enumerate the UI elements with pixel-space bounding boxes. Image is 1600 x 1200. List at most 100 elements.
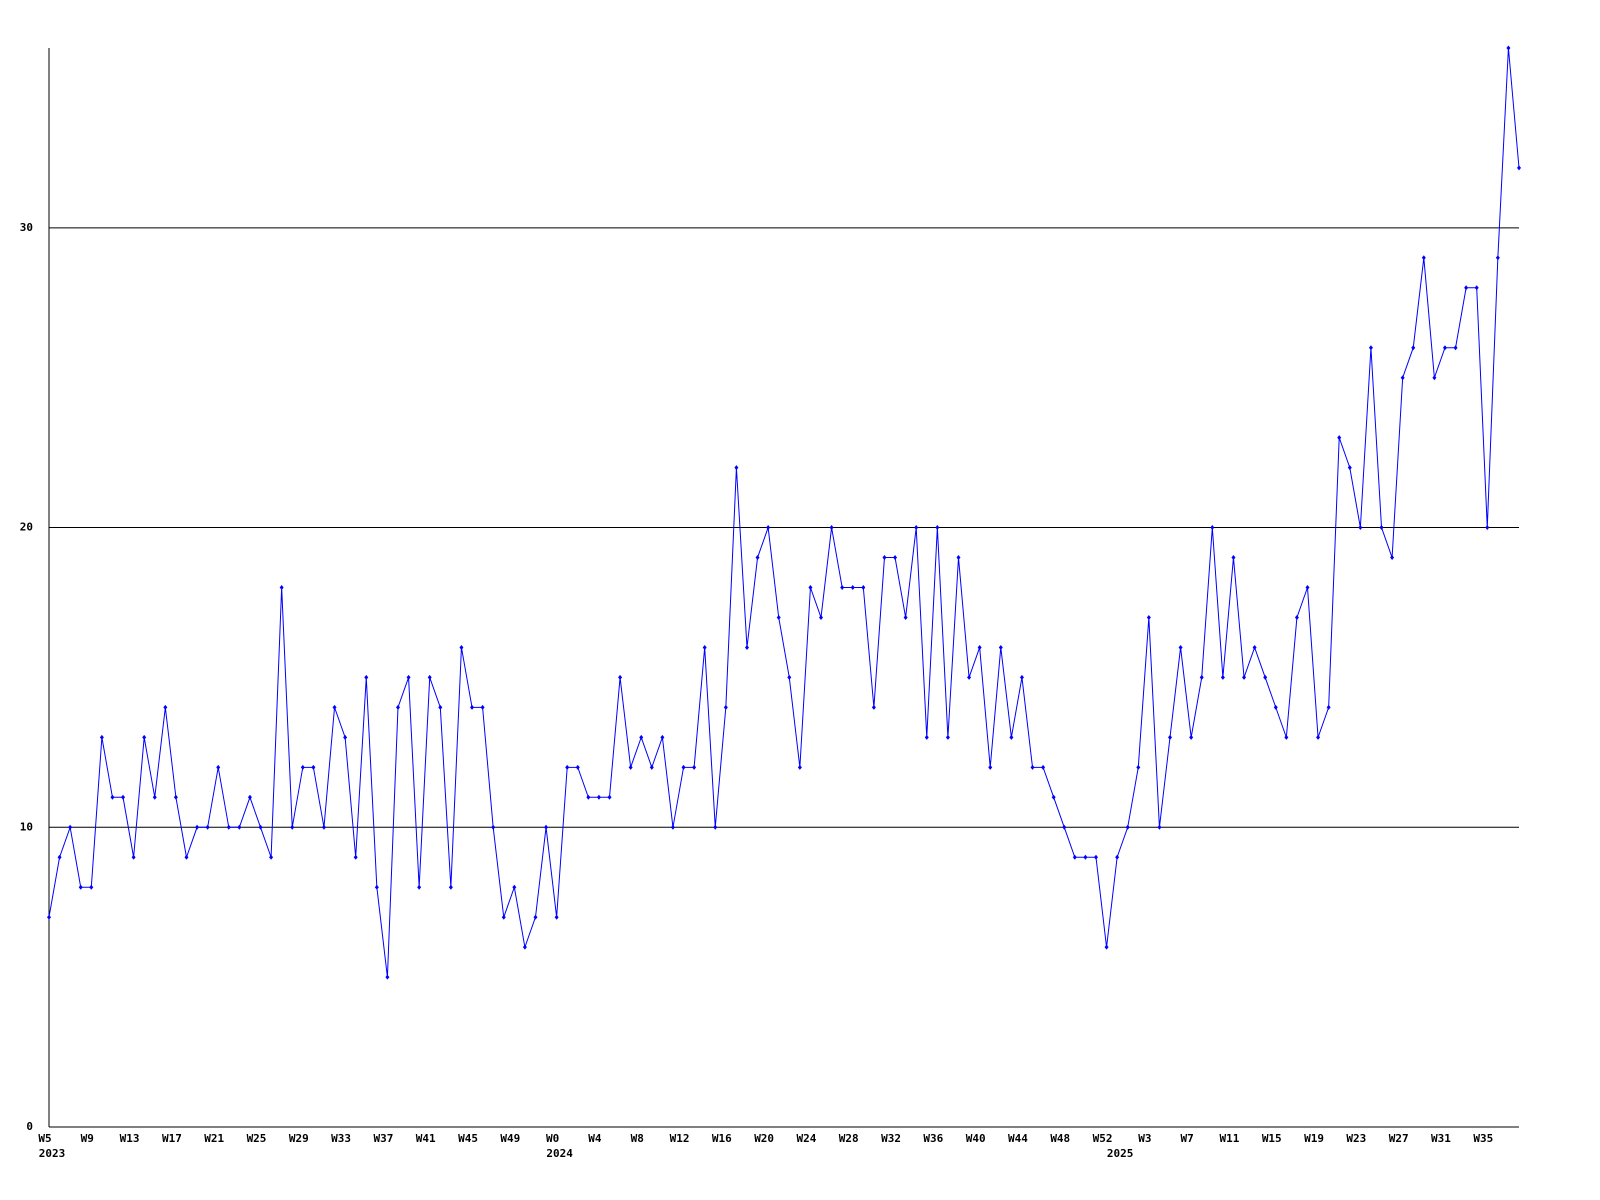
x-tick-label: W9 <box>81 1132 94 1145</box>
data-point <box>776 614 781 620</box>
data-point <box>681 764 686 770</box>
data-point <box>47 914 51 920</box>
data-point <box>692 764 697 770</box>
data-point <box>649 764 654 770</box>
data-point <box>628 764 633 770</box>
x-tick-label: W28 <box>839 1132 859 1145</box>
data-point <box>480 704 485 710</box>
data-point <box>1400 375 1405 381</box>
x-tick-label: W7 <box>1181 1132 1194 1145</box>
data-point <box>1125 824 1130 830</box>
data-point <box>1072 854 1077 860</box>
data-point <box>163 704 168 710</box>
data-point <box>1199 674 1204 680</box>
data-point <box>1062 824 1067 830</box>
data-point <box>1242 674 1247 680</box>
data-point <box>173 794 178 800</box>
data-point <box>1453 345 1458 351</box>
data-point <box>924 734 929 740</box>
data-point <box>1051 794 1056 800</box>
data-point <box>713 824 718 830</box>
x-group-label: 2024 <box>546 1147 573 1160</box>
data-point <box>364 674 369 680</box>
data-point <box>470 704 475 710</box>
data-point <box>1316 734 1321 740</box>
data-point <box>744 644 749 650</box>
x-tick-label: W12 <box>670 1132 690 1145</box>
data-point <box>269 854 274 860</box>
data-point <box>205 824 210 830</box>
data-point <box>575 764 580 770</box>
data-point <box>1305 585 1310 590</box>
data-point <box>1442 345 1447 351</box>
y-tick-label: 10 <box>20 820 33 833</box>
data-point <box>797 764 802 770</box>
data-point <box>554 914 559 920</box>
y-tick-label: 0 <box>26 1120 33 1133</box>
data-point <box>734 465 739 471</box>
data-point <box>607 794 612 800</box>
data-point <box>216 764 221 770</box>
x-group-label: 2023 <box>39 1147 66 1160</box>
x-tick-label: W23 <box>1346 1132 1366 1145</box>
data-point <box>1464 285 1469 291</box>
data-point <box>1263 674 1268 680</box>
data-point <box>787 674 792 680</box>
data-point <box>1326 704 1331 710</box>
x-tick-label: W27 <box>1389 1132 1409 1145</box>
data-point <box>1157 824 1162 830</box>
data-point <box>321 824 326 830</box>
data-point <box>956 555 961 561</box>
data-point <box>1093 854 1098 860</box>
data-point <box>723 704 728 710</box>
data-point <box>247 794 252 800</box>
x-tick-label: W8 <box>631 1132 644 1145</box>
x-tick-label: W29 <box>289 1132 309 1145</box>
data-point <box>1284 734 1289 740</box>
data-point <box>914 525 919 531</box>
data-point <box>1083 854 1088 860</box>
data-point <box>544 824 549 830</box>
x-tick-label: W21 <box>204 1132 224 1145</box>
data-point <box>819 614 824 620</box>
data-point <box>195 824 200 830</box>
x-tick-label: W32 <box>881 1132 901 1145</box>
x-tick-label: W49 <box>500 1132 520 1145</box>
data-point <box>533 914 538 920</box>
data-point <box>374 884 379 890</box>
data-point <box>1485 525 1490 531</box>
data-point <box>522 944 527 950</box>
data-point <box>78 884 83 890</box>
data-point <box>977 644 982 650</box>
data-point <box>1517 165 1521 171</box>
y-tick-label: 30 <box>20 221 33 234</box>
x-tick-label: W41 <box>416 1132 436 1145</box>
data-point <box>1358 525 1363 531</box>
x-tick-label: W36 <box>923 1132 943 1145</box>
x-tick-label: W5 <box>38 1132 51 1145</box>
data-point <box>110 794 115 800</box>
x-tick-label: W3 <box>1138 1132 1151 1145</box>
data-point <box>406 674 411 680</box>
data-point <box>152 794 157 800</box>
data-point <box>491 824 496 830</box>
data-point <box>300 764 305 770</box>
data-point <box>1189 734 1194 740</box>
data-point <box>427 674 432 680</box>
data-point <box>1474 285 1479 291</box>
data-point <box>1019 674 1024 680</box>
data-point <box>184 854 189 860</box>
data-point <box>311 764 316 770</box>
data-point <box>1178 644 1183 650</box>
data-point <box>871 704 876 710</box>
data-point <box>226 824 231 830</box>
x-tick-label: W25 <box>247 1132 267 1145</box>
data-point <box>670 824 675 830</box>
data-point <box>1220 674 1225 680</box>
data-point <box>385 974 390 980</box>
data-point <box>1294 614 1299 620</box>
x-tick-label: W16 <box>712 1132 732 1145</box>
data-point <box>417 884 422 890</box>
data-point <box>808 585 813 590</box>
data-point <box>1009 734 1014 740</box>
